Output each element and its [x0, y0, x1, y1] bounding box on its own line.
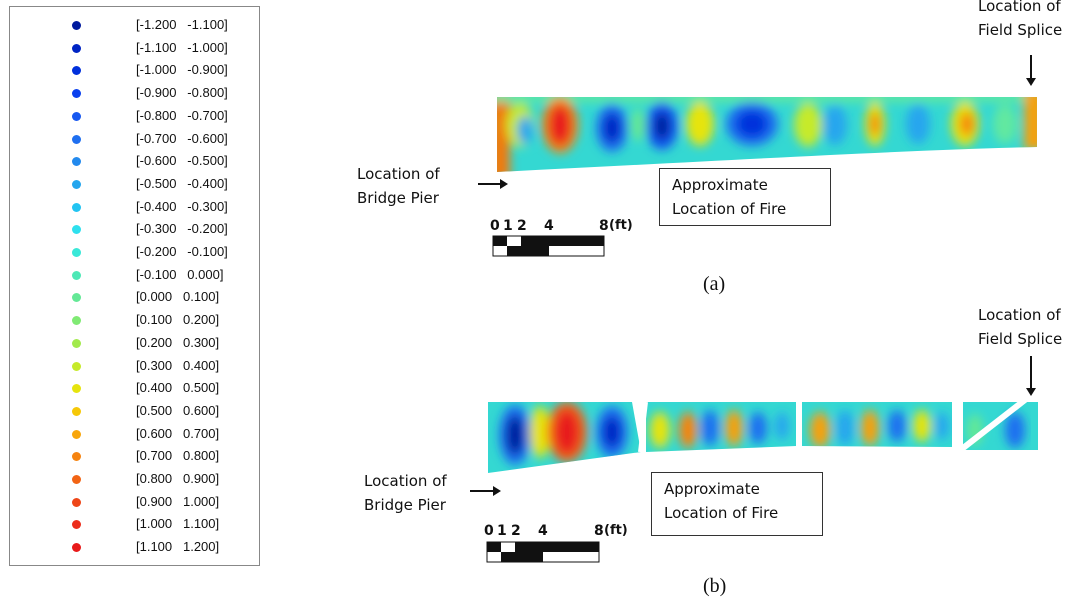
legend-color-dot-icon [72, 338, 81, 348]
legend-item: [-1.100 -1.000] [10, 39, 259, 59]
caption-a: (a) [703, 273, 726, 295]
scale-tick: 1 [503, 218, 513, 234]
legend-color-dot-icon [72, 157, 81, 167]
legend-range-label: [-0.800 -0.700] [136, 107, 228, 123]
legend-range-label: [-0.600 -0.500] [136, 153, 228, 169]
legend-item: [1.000 1.100] [10, 515, 259, 535]
legend-range-label: [-0.200 -0.100] [136, 244, 228, 259]
legend-range-label: [0.400 0.500] [136, 380, 220, 396]
legend-item: [0.100 0.200] [10, 311, 259, 331]
legend-range-label: [1.000 1.100] [136, 516, 220, 532]
legend-color-dot-icon [72, 248, 81, 257]
legend-item: [0.600 0.700] [10, 425, 259, 445]
legend-color-dot-icon [72, 43, 81, 53]
legend-item: [0.800 0.900] [10, 470, 259, 490]
legend-color-dot-icon [72, 225, 81, 235]
legend-color-dot-icon [72, 384, 81, 394]
legend-color-dot-icon [72, 89, 81, 99]
scale-tick: 2 [511, 523, 521, 539]
legend-item: [0.000 0.100] [10, 288, 259, 308]
legend-range-label: [1.100 1.200] [136, 539, 220, 555]
scale-tick: 4 [538, 523, 548, 539]
legend-range-label: [0.000 0.100] [136, 289, 220, 305]
scale-tick: 0 [490, 218, 500, 234]
bridge-pier-label-a: Location of Bridge Pier [357, 165, 440, 207]
legend-range-label: [-0.400 -0.300] [136, 198, 228, 214]
legend-color-dot-icon [72, 316, 81, 326]
legend-range-label: [0.100 0.200] [136, 312, 220, 328]
legend-color-dot-icon [72, 179, 81, 189]
legend-color-dot-icon [72, 520, 81, 530]
legend-range-label: [-0.900 -0.800] [136, 85, 228, 101]
legend-color-dot-icon [72, 66, 81, 76]
legend-item: [0.500 0.600] [10, 402, 259, 422]
legend-range-label: [0.200 0.300] [136, 334, 220, 350]
legend-color-dot-icon [72, 202, 81, 212]
legend-item: [-0.500 -0.400] [10, 175, 259, 195]
field-splice-label-b: Location of Field Splice [978, 306, 1063, 348]
legend-range-label: [-1.000 -0.900] [136, 62, 228, 78]
legend-color-dot-icon [72, 543, 81, 553]
scale-bar-a [492, 235, 605, 257]
legend-item: [0.900 1.000] [10, 493, 259, 513]
legend-color-dot-icon [72, 111, 81, 121]
scale-tick: 2 [517, 218, 527, 234]
scale-bar-b [486, 541, 600, 563]
scale-tick: 4 [544, 218, 554, 234]
legend-item: [-1.200 -1.100] [10, 16, 259, 36]
scale-tick: 8 [599, 218, 609, 234]
scale-tick: 0 [484, 523, 494, 539]
legend-item: [0.200 0.300] [10, 334, 259, 354]
legend-color-dot-icon [72, 21, 81, 30]
legend-item: [0.300 0.400] [10, 357, 259, 377]
legend-color-dot-icon [72, 475, 81, 484]
legend-range-label: [-1.200 -1.100] [136, 17, 228, 32]
legend-range-label: [-1.100 -1.000] [136, 39, 228, 55]
legend-item: [0.700 0.800] [10, 447, 259, 467]
field-splice-label-a: Location of Field Splice [978, 0, 1063, 39]
legend-range-label: [-0.500 -0.400] [136, 175, 228, 191]
legend-color-dot-icon [72, 497, 81, 507]
legend-color-dot-icon [72, 406, 81, 416]
bridge-pier-label-b: Location of Bridge Pier [364, 472, 447, 514]
scale-tick: 8 [594, 523, 604, 539]
color-legend: [-1.200 -1.100] [-1.100 -1.000] [-1.000 -0… [9, 6, 260, 566]
legend-range-label: [0.900 1.000] [136, 493, 220, 509]
legend-range-label: [0.800 0.900] [136, 471, 220, 486]
legend-range-label: [0.600 0.700] [136, 425, 220, 441]
legend-item: [-0.200 -0.100] [10, 243, 259, 263]
fire-location-box-a: Approximate Location of Fire [659, 168, 831, 226]
legend-item: [-0.800 -0.700] [10, 107, 259, 127]
legend-range-label: [-0.100 0.000] [136, 266, 224, 282]
legend-range-label: [0.700 0.800] [136, 448, 220, 464]
legend-color-dot-icon [72, 452, 81, 462]
scale-unit: (ft) [609, 218, 633, 233]
legend-item: [-0.400 -0.300] [10, 198, 259, 218]
scale-tick: 1 [497, 523, 507, 539]
legend-item: [1.100 1.200] [10, 538, 259, 558]
legend-item: [-0.100 0.000] [10, 266, 259, 286]
caption-b: (b) [703, 575, 727, 597]
legend-item: [-0.900 -0.800] [10, 84, 259, 104]
legend-range-label: [0.300 0.400] [136, 357, 220, 373]
legend-range-label: [-0.700 -0.600] [136, 130, 228, 146]
legend-color-dot-icon [72, 293, 81, 303]
legend-color-dot-icon [72, 270, 81, 280]
legend-range-label: [-0.300 -0.200] [136, 221, 228, 237]
legend-item: [-0.300 -0.200] [10, 220, 259, 240]
legend-item: [-0.600 -0.500] [10, 152, 259, 172]
legend-color-dot-icon [72, 361, 81, 371]
scale-unit: (ft) [604, 523, 628, 538]
legend-item: [0.400 0.500] [10, 379, 259, 399]
legend-color-dot-icon [72, 134, 81, 144]
legend-item: [-1.000 -0.900] [10, 61, 259, 81]
legend-item: [-0.700 -0.600] [10, 130, 259, 150]
fire-location-box-b: Approximate Location of Fire [651, 472, 823, 536]
legend-color-dot-icon [72, 429, 81, 439]
legend-range-label: [0.500 0.600] [136, 402, 220, 418]
